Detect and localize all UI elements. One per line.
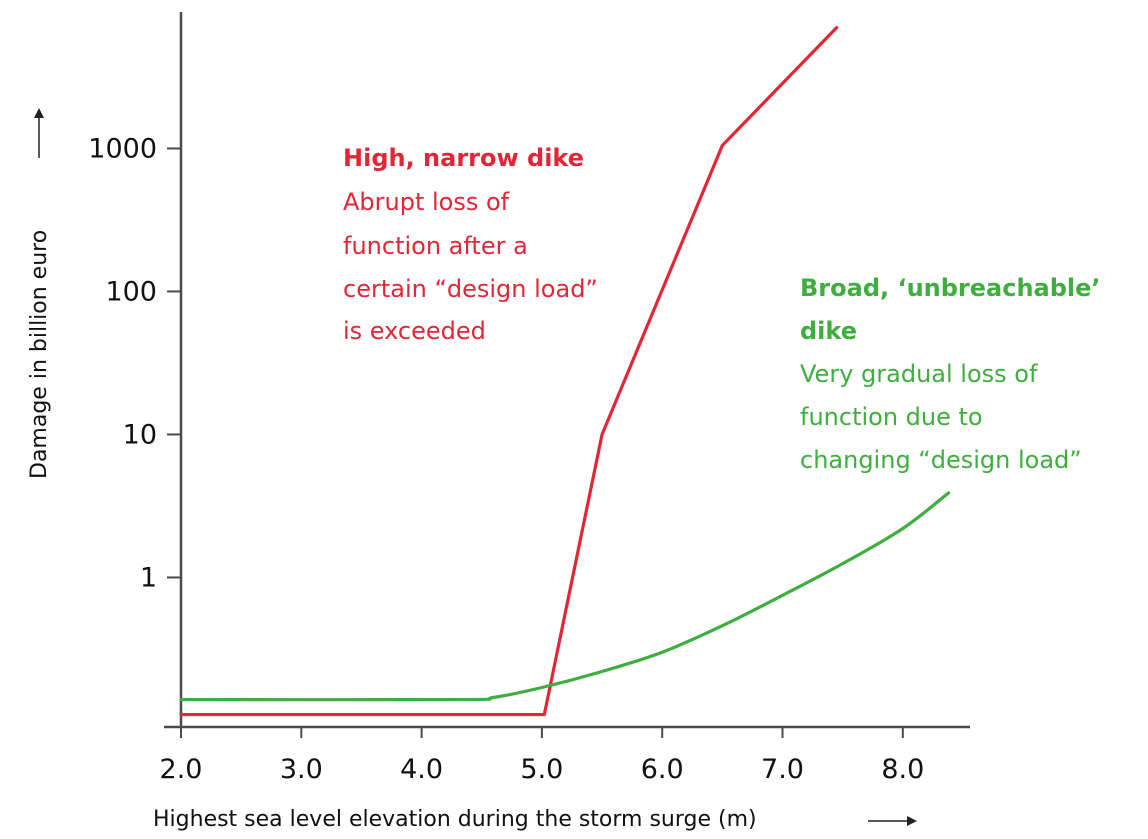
annotation-green-line: Very gradual loss of — [800, 360, 1038, 388]
x-axis-title: Highest sea level elevation during the s… — [153, 807, 757, 832]
x-tick-label: 6.0 — [641, 754, 684, 785]
y-axis-title: Damage in billion euro — [27, 230, 52, 479]
annotation-green-title: dike — [800, 317, 857, 345]
x-tick-label: 7.0 — [761, 754, 804, 785]
annotation-green-title: Broad, ‘unbreachable’ — [800, 274, 1101, 302]
y-tick-label: 1 — [140, 562, 157, 593]
x-tick-label: 4.0 — [400, 754, 443, 785]
y-tick-label: 100 — [105, 276, 157, 307]
x-tick-label: 8.0 — [881, 754, 924, 785]
x-axis-arrow-head — [907, 816, 917, 826]
annotation-broad-dike: Broad, ‘unbreachable’ dike Very gradual … — [800, 274, 1101, 474]
axes — [164, 12, 970, 729]
x-tick-label: 2.0 — [160, 754, 203, 785]
annotation-red-line: function after a — [343, 232, 528, 260]
annotation-green-line: function due to — [800, 403, 983, 431]
annotation-red-line: Abrupt loss of — [343, 188, 510, 216]
annotation-red-line: is exceeded — [343, 317, 486, 345]
annotation-high-narrow-dike: High, narrow dike Abrupt loss of functio… — [343, 144, 598, 345]
annotation-red-line: certain “design load” — [343, 275, 598, 303]
annotation-red-title: High, narrow dike — [343, 144, 584, 172]
y-axis-arrow-head — [34, 108, 44, 118]
annotation-green-line: changing “design load” — [800, 446, 1082, 474]
y-tick-label: 1000 — [88, 133, 157, 164]
series-line-narrow-dike — [179, 26, 839, 717]
x-axis-title-group: Highest sea level elevation during the s… — [153, 807, 917, 832]
x-ticks: 2.0 3.0 4.0 5.0 6.0 7.0 8.0 — [160, 727, 924, 785]
y-tick-label: 10 — [123, 419, 157, 450]
series-line-broad-dike — [179, 491, 951, 702]
x-tick-label: 5.0 — [520, 754, 563, 785]
series-layer — [179, 26, 951, 717]
y-axis-title-group: Damage in billion euro — [27, 108, 52, 479]
y-ticks: 1 10 100 1000 — [88, 133, 181, 593]
x-tick-label: 3.0 — [280, 754, 323, 785]
